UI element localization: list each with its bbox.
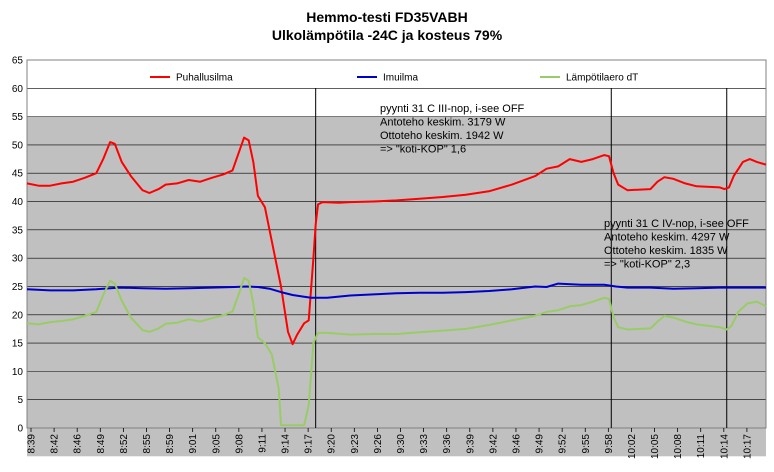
annotation-line: Antoteho keskim. 3179 W xyxy=(380,117,506,129)
x-tick-label: 8:55 xyxy=(142,434,153,454)
y-tick-label: 15 xyxy=(12,339,24,350)
x-tick-label: 9:33 xyxy=(419,434,430,454)
y-tick-label: 40 xyxy=(12,197,24,208)
annotation-line: => "koti-KOP" 1,6 xyxy=(380,144,466,156)
x-tick-label: 9:05 xyxy=(211,434,222,454)
annotation-line: => "koti-KOP" 2,3 xyxy=(604,259,690,271)
x-tick-label: 9:17 xyxy=(304,434,315,454)
y-tick-label: 45 xyxy=(12,169,24,180)
annotation-line: pyynti 31 C III-nop, i-see OFF xyxy=(380,103,525,115)
y-tick-label: 35 xyxy=(12,225,24,236)
y-tick-label: 5 xyxy=(17,395,23,406)
y-tick-label: 50 xyxy=(12,140,24,151)
y-tick-label: 30 xyxy=(12,254,24,265)
x-tick-label: 9:58 xyxy=(604,434,615,454)
x-tick-label: 8:46 xyxy=(73,434,84,454)
x-tick-label: 10:02 xyxy=(627,434,638,459)
x-tick-label: 9:23 xyxy=(350,434,361,454)
series-line-0 xyxy=(26,136,767,346)
annotation-line: Ottoteho keskim. 1835 W xyxy=(604,245,728,257)
x-tick-label: 10:05 xyxy=(650,434,661,459)
plot-background xyxy=(27,116,766,428)
annotation-line: Antoteho keskim. 4297 W xyxy=(604,232,730,244)
x-tick-label: 8:49 xyxy=(96,434,107,454)
x-tick-label: 8:42 xyxy=(50,434,61,454)
x-tick-label: 9:49 xyxy=(535,434,546,454)
x-tick-label: 9:30 xyxy=(396,434,407,454)
x-tick-label: 9:08 xyxy=(234,434,245,454)
y-tick-label: 0 xyxy=(17,424,23,435)
x-tick-label: 8:39 xyxy=(27,434,38,454)
x-tick-label: 10:14 xyxy=(719,434,730,459)
y-tick-label: 10 xyxy=(12,367,24,378)
series-line-2 xyxy=(26,277,767,427)
y-tick-label: 20 xyxy=(12,310,24,321)
annotation-line: Ottoteho keskim. 1942 W xyxy=(380,130,504,142)
plot-border xyxy=(26,59,767,429)
x-tick-label: 9:26 xyxy=(373,434,384,454)
y-tick-label: 25 xyxy=(12,282,24,293)
x-tick-label: 9:01 xyxy=(188,434,199,454)
x-tick-label: 9:55 xyxy=(581,434,592,454)
plot-area: 0 5 10 15 20 25 30 35 40 45 50 55 60 65 8:39 8:42 8:46 8:… xyxy=(12,56,767,459)
x-tick-label: 10:08 xyxy=(673,434,684,459)
y-tick-label: 60 xyxy=(12,84,24,95)
x-tick-label: 9:36 xyxy=(442,434,453,454)
y-tick-label: 55 xyxy=(12,112,24,123)
x-tick-label: 8:52 xyxy=(119,434,130,454)
chart-title: Hemmo-testi FD35VABH xyxy=(306,9,468,25)
legend-label: Imuilma xyxy=(383,73,418,84)
x-tick-label: 9:14 xyxy=(281,434,292,454)
y-tick-label: 65 xyxy=(12,56,24,67)
x-tick-label: 9:52 xyxy=(558,434,569,454)
legend-label: Lämpötilaero dT xyxy=(566,73,638,84)
x-tick-label: 9:11 xyxy=(257,434,268,453)
x-tick-label: 9:46 xyxy=(511,434,522,454)
x-tick-label: 10:11 xyxy=(696,434,707,459)
annotation-line: pyynti 31 C IV-nop, i-see OFF xyxy=(604,218,749,230)
series-line-1 xyxy=(26,282,766,299)
x-tick-label: 9:20 xyxy=(327,434,338,454)
x-tick-label: 9:42 xyxy=(488,434,499,454)
x-tick-label: 8:59 xyxy=(165,434,176,454)
x-tick-label: 10:17 xyxy=(742,434,753,459)
legend-label: Puhallusilma xyxy=(176,73,233,84)
chart-subtitle: Ulkolämpötila -24C ja kosteus 79% xyxy=(272,27,503,43)
x-tick-label: 9:39 xyxy=(465,434,476,454)
